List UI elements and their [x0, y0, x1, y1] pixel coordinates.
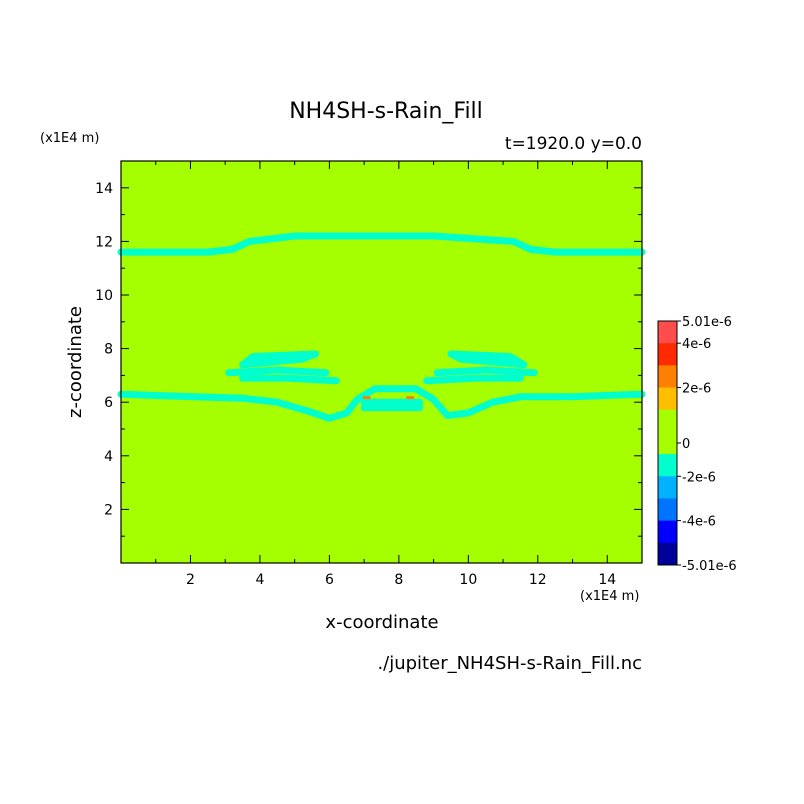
colorbar-segment	[658, 365, 677, 389]
y-axis-ticks: 2 4 6 8 10 12 14	[95, 181, 642, 537]
contour-features	[117, 232, 646, 422]
y-tick-label: 12	[95, 234, 113, 250]
contour-upper-band	[117, 232, 646, 256]
colorbar: 5.01e-6 4e-6 2e-6 0 -2e-6 -4e-6 -5.01e-6	[657, 315, 737, 574]
y-unit-label: (x1E4 m)	[40, 131, 99, 146]
plot-area: 2 4 6 8 10 12 14 2 4 6 8 10 12 14	[95, 160, 646, 588]
y-tick-label: 14	[95, 181, 113, 197]
x-tick-label: 2	[186, 572, 195, 588]
contour-left-blob-mid	[225, 366, 330, 377]
x-tick-label: 4	[255, 572, 264, 588]
colorbar-label: -2e-6	[682, 470, 716, 485]
x-tick-label: 10	[459, 572, 477, 588]
colorbar-segment	[658, 542, 677, 566]
chart-subtitle: t=1920.0 y=0.0	[505, 134, 642, 154]
x-tick-label: 14	[598, 572, 616, 588]
colorbar-segment	[658, 431, 677, 455]
colorbar-label: 0	[682, 437, 690, 452]
source-file-label: ./jupiter_NH4SH-s-Rain_Fill.nc	[377, 653, 642, 674]
y-tick-label: 8	[104, 342, 113, 358]
y-axis-label: z-coordinate	[65, 306, 86, 418]
contour-right-blob-bottom	[423, 374, 524, 385]
y-tick-label: 4	[104, 449, 113, 465]
y-tick-label: 10	[95, 288, 113, 304]
colorbar-segment	[658, 498, 677, 522]
x-tick-label: 8	[394, 572, 403, 588]
y-tick-label: 2	[104, 502, 113, 518]
x-axis-label: x-coordinate	[325, 612, 438, 633]
colorbar-segment	[658, 409, 677, 433]
plot-background	[121, 161, 642, 563]
colorbar-segment	[658, 476, 677, 499]
colorbar-segment	[658, 387, 677, 411]
x-tick-label: 12	[529, 572, 547, 588]
contour-left-blob-top	[239, 350, 319, 369]
colorbar-label: -5.01e-6	[682, 559, 737, 574]
x-tick-label: 6	[325, 572, 334, 588]
y-tick-label: 6	[104, 395, 113, 411]
x-unit-label: (x1E4 m)	[580, 589, 639, 604]
plot-frame	[120, 160, 643, 564]
colorbar-segment	[658, 321, 677, 344]
colorbar-segment	[658, 520, 677, 544]
colorbar-segment	[658, 343, 677, 366]
chart-title: NH4SH-s-Rain_Fill	[289, 99, 483, 124]
contour-lower-band	[117, 385, 646, 422]
colorbar-label: 4e-6	[682, 337, 711, 352]
contour-right-blob-mid	[433, 366, 538, 377]
colorbar-label: -4e-6	[682, 515, 716, 530]
contour-right-blob-top	[447, 350, 528, 369]
colorbar-label: 5.01e-6	[682, 315, 732, 330]
contour-left-blob-bottom	[239, 374, 340, 385]
x-axis-ticks: 2 4 6 8 10 12 14	[155, 161, 616, 588]
colorbar-label: 2e-6	[682, 382, 711, 397]
colorbar-segment	[658, 454, 677, 477]
